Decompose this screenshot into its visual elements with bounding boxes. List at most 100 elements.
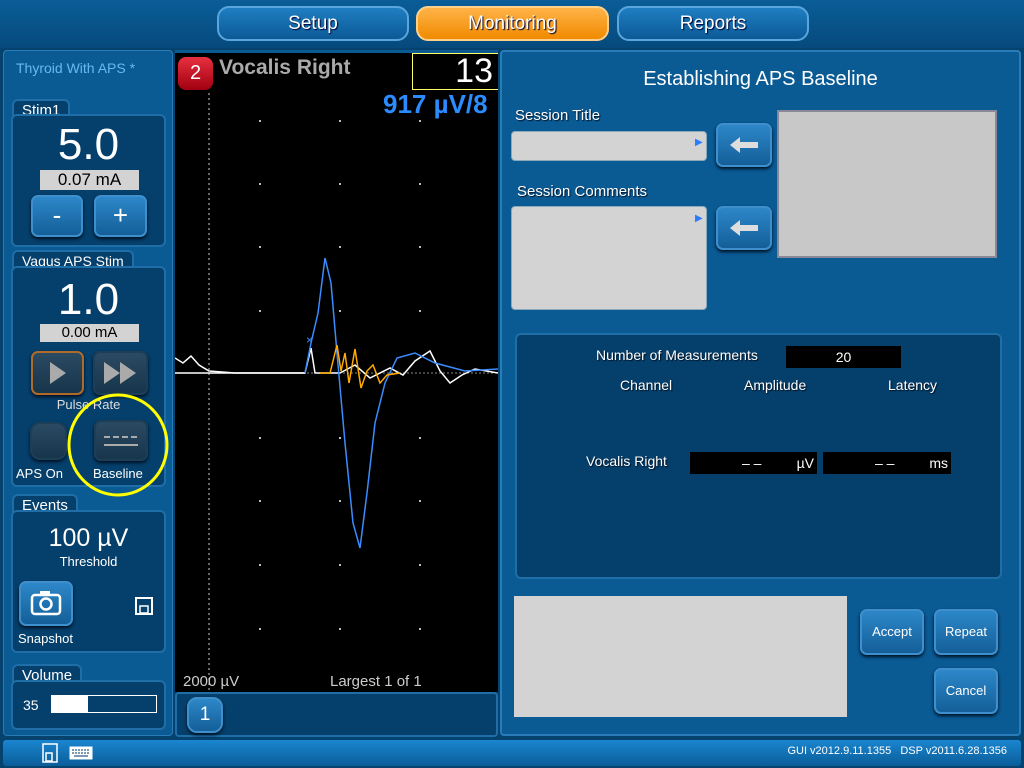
header-latency: Latency <box>888 377 938 393</box>
play-button[interactable] <box>31 351 84 395</box>
grid-dot <box>339 183 341 185</box>
accept-button[interactable]: Accept <box>860 609 924 655</box>
procedure-name: Thyroid With APS * <box>16 60 136 76</box>
version-info: GUI v2012.9.11.1355 DSP v2011.6.28.1356 <box>787 745 1007 757</box>
vagus-current: 0.00 mA <box>40 324 139 342</box>
session-title-input[interactable] <box>511 131 707 161</box>
chevron-right-icon: ▶ <box>695 213 703 224</box>
blue-trace <box>304 257 498 549</box>
dialog-title: Establishing APS Baseline <box>643 68 878 90</box>
waveform-view[interactable]: × 2 Vocalis Right 13 917 µV/8 2000 µV La… <box>175 50 498 692</box>
orange-trace <box>320 344 401 389</box>
session-title-keyboard-button[interactable] <box>716 123 772 167</box>
grid-dot <box>419 628 421 630</box>
grid-dot <box>419 183 421 185</box>
message-box <box>514 596 847 717</box>
stim1-value: 5.0 <box>57 120 120 169</box>
stim1-current: 0.07 mA <box>40 170 139 190</box>
marker-x: × <box>306 333 313 347</box>
measurements-label: Number of Measurements <box>596 347 758 363</box>
keyboard-icon[interactable] <box>69 746 93 760</box>
repeat-button[interactable]: Repeat <box>934 609 998 655</box>
cancel-button[interactable]: Cancel <box>934 668 998 714</box>
preview-box <box>777 110 997 258</box>
stim1-box: 5.0 0.07 mA - + <box>11 114 166 247</box>
threshold-label: Threshold <box>59 554 118 569</box>
grid-dot <box>339 564 341 566</box>
save-icon[interactable] <box>135 597 153 615</box>
stim-decrease-button[interactable]: - <box>31 195 83 237</box>
grid-dot <box>259 246 261 248</box>
grid-dot <box>259 564 261 566</box>
tab-reports[interactable]: Reports <box>617 6 809 41</box>
baseline-label: Baseline <box>93 466 143 481</box>
channel-number-badge[interactable]: 2 <box>178 57 213 90</box>
grid-dot <box>339 310 341 312</box>
grid-dot <box>419 500 421 502</box>
row-channel: Vocalis Right <box>586 453 667 469</box>
session-title-label: Session Title <box>515 107 601 124</box>
grid-dot <box>339 246 341 248</box>
header-channel: Channel <box>620 377 673 393</box>
volume-title: Volume <box>12 664 83 685</box>
snapshot-label: Snapshot <box>18 631 73 646</box>
grid-dot <box>259 437 261 439</box>
latency-field: – – ms <box>823 452 951 474</box>
grid-dot <box>419 564 421 566</box>
events-box: 100 µV Threshold Snapshot <box>11 510 166 653</box>
grid-dot <box>419 310 421 312</box>
grid-dot <box>339 437 341 439</box>
highlight-circle <box>67 393 169 497</box>
device-icon[interactable] <box>42 743 58 763</box>
top-nav: Setup Monitoring Reports <box>0 0 1024 48</box>
grid-dot <box>259 183 261 185</box>
session-comments-keyboard-button[interactable] <box>716 206 772 250</box>
fast-forward-button[interactable] <box>93 351 148 395</box>
waveform-traces: × <box>175 93 498 692</box>
aps-on-label: APS On <box>16 466 63 481</box>
stim-increase-button[interactable]: + <box>94 195 147 237</box>
event-count: 13 <box>412 53 498 90</box>
fast-forward-icon <box>104 362 136 384</box>
latency-unit: ms <box>929 455 948 471</box>
volume-box: 35 <box>11 680 166 730</box>
status-bar: GUI v2012.9.11.1355 DSP v2011.6.28.1356 <box>3 740 1021 766</box>
grid-dot <box>259 628 261 630</box>
baseline-button[interactable] <box>94 420 148 461</box>
aps-on-toggle[interactable] <box>30 422 67 460</box>
measurements-value[interactable]: 20 <box>786 346 901 368</box>
left-panel: Thyroid With APS * Stim1 5.0 0.07 mA - +… <box>3 50 173 736</box>
grid-dot <box>339 628 341 630</box>
threshold-value: 100 µV <box>48 524 129 552</box>
tab-setup[interactable]: Setup <box>217 6 409 41</box>
white-trace <box>175 347 498 384</box>
grid-dot <box>259 500 261 502</box>
page-bar: 1 <box>175 692 498 737</box>
arrow-left-icon <box>730 137 758 153</box>
grid-dot <box>259 120 261 122</box>
scale-readout: 917 µV/8 <box>383 89 488 119</box>
events-title: Events <box>12 494 78 515</box>
snapshot-button[interactable] <box>19 581 73 626</box>
latency-value: – – <box>875 455 895 471</box>
baseline-icon <box>104 436 138 446</box>
measurement-panel: Number of Measurements 20 Channel Amplit… <box>515 333 1002 579</box>
amplitude-unit: µV <box>796 455 814 471</box>
vagus-box: 1.0 0.00 mA Pulse Rate APS On Baseline <box>11 266 166 487</box>
page-1-button[interactable]: 1 <box>187 697 223 733</box>
channel-name: Vocalis Right <box>219 56 351 79</box>
header-amplitude: Amplitude <box>744 377 807 393</box>
grid-dot <box>419 246 421 248</box>
grid-dot <box>259 310 261 312</box>
session-comments-input[interactable] <box>511 206 707 310</box>
amplitude-scale: 2000 µV <box>183 673 240 690</box>
volume-fill <box>52 696 89 712</box>
tab-monitoring[interactable]: Monitoring <box>416 6 609 41</box>
grid-dot <box>419 437 421 439</box>
amplitude-value: – – <box>742 455 762 471</box>
amplitude-field: – – µV <box>690 452 817 474</box>
volume-slider[interactable] <box>51 695 157 713</box>
play-icon <box>50 362 66 384</box>
camera-icon <box>30 591 62 616</box>
aps-baseline-dialog: Establishing APS Baseline Session Title … <box>500 50 1021 736</box>
